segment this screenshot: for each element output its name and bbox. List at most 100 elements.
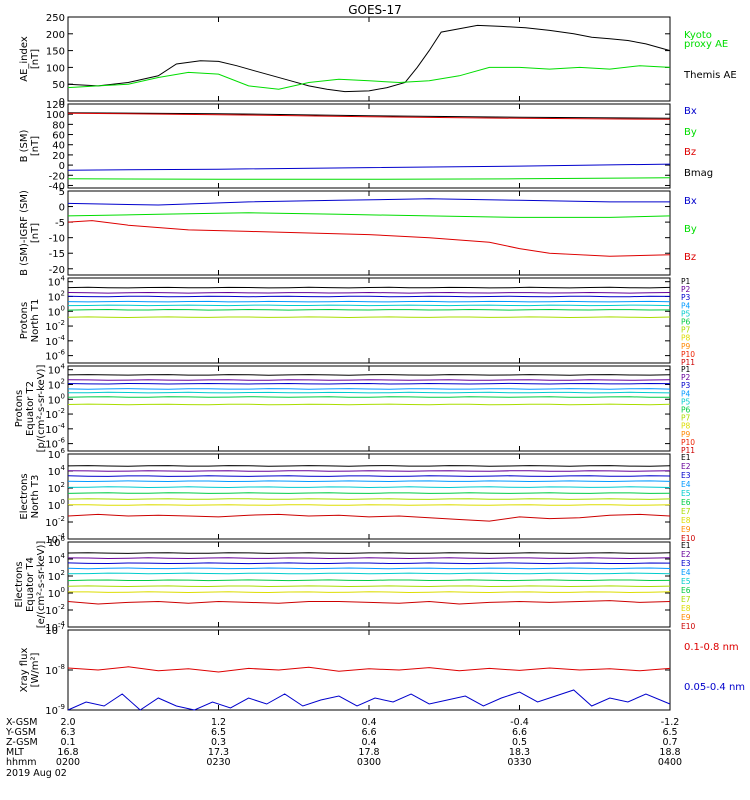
legend-entry: P7 [681,326,691,335]
footer-value: 18.8 [659,747,680,758]
footer-value: 0.4 [361,737,376,748]
panel-3: -20 -15 -10 -5 0 5 B (SM)-IGRF (SM)[nT] Bx By Bz [19,187,697,276]
footer-value: 0330 [507,757,531,768]
legend-entry: E8 [681,516,691,525]
footer-value: 0200 [56,757,80,768]
series-line-level-7 [67,403,671,406]
series-line-level-4 [67,300,671,303]
footer-row-label: MLT [6,747,24,758]
series-line-level-3 [67,475,671,477]
y-tick-label: 0 [59,203,65,214]
legend-entry: P4 [681,389,691,398]
legend-entry: E4 [681,480,691,489]
y-tick-label: 104 [48,464,66,478]
legend-entry: Kyoto [684,30,712,41]
series-line-level-8 [68,591,671,594]
series-line-level-1 [67,465,671,467]
y-tick-label: 50 [52,80,65,91]
legend-entry: P6 [681,318,691,327]
legend-entry: E5 [681,489,691,498]
legend-entry: P6 [681,406,691,415]
footer-value: 6.6 [512,727,527,738]
footer-value: 0230 [206,757,230,768]
footer-value: 2.0 [60,717,75,728]
y-tick-label: 10-2 [45,515,65,529]
series-line-level-6 [67,396,671,398]
footer-value: 0.5 [512,737,527,748]
y-tick-label: 10-4 [45,334,65,348]
series-line-level-5 [67,304,671,307]
y-tick-label: 200 [46,30,65,41]
y-tick-label: 0 [59,97,65,108]
legend-entry: P4 [681,301,691,310]
y-tick-label: -20 [49,265,65,276]
y-tick-label: 102 [48,377,65,391]
y-tick-label: 104 [48,275,66,289]
y-tick-label: 102 [48,481,65,495]
footer-value: 17.8 [358,747,379,758]
footer-value: 6.5 [662,727,677,738]
series-line-level-8 [68,504,671,506]
y-tick-label: 60 [52,131,65,142]
y-tick-label: 80 [52,120,65,131]
y-tick-label: 100 [46,110,65,121]
series-line-level-4 [67,480,671,483]
y-tick-label: 10-2 [45,319,65,333]
footer-row-label: Y-GSM [5,727,36,738]
y-tick-label: 10-4 [45,422,65,436]
legend-entry: E9 [681,613,691,622]
series-line-by [67,212,671,218]
panel-frame [67,541,671,628]
legend-entry: P2 [681,373,691,382]
series-line-level-4 [67,388,671,390]
series-line-level-3 [67,562,671,565]
footer-value: 0.4 [361,717,376,728]
series-line-kyoto-proxy-ae [67,65,671,90]
series-line-bx [67,163,671,171]
y-tick-label: 102 [48,289,65,303]
y-axis-label: ProtonsNorth T1 [19,299,41,343]
footer-row-label: Z-GSM [6,737,38,748]
series-line-level-6 [67,308,671,311]
legend-entry: P5 [681,397,691,406]
figure-title: GOES-17 [348,3,402,17]
series-line-level-5 [67,572,671,575]
footer-value: 16.8 [57,747,78,758]
series-line-level-6 [67,579,671,582]
legend-entry: Bx [684,106,697,117]
series-line-level-3 [67,382,671,385]
footer-value: 0.3 [211,737,226,748]
y-tick-label: 250 [46,13,65,24]
footer-value: 6.3 [60,727,75,738]
legend-entry: E9 [681,525,691,534]
legend-entry: E3 [681,471,691,480]
y-tick-label: 20 [52,151,65,162]
footer-value: 6.5 [211,727,226,738]
y-axis-label: ElectronsEquator T4[e/(cm²-s-sr-keV)] [14,541,47,629]
footer-value: 0.1 [60,737,75,748]
legend-entry: E6 [681,586,691,595]
y-tick-label: 40 [52,141,65,152]
legend-entry: P2 [681,285,691,294]
legend-entry: E3 [681,559,691,568]
footer-value: 0300 [357,757,381,768]
y-tick-label: 100 [48,392,65,406]
y-tick-label: -15 [49,249,65,260]
y-tick-label: 0 [59,161,65,172]
footer-date: 2019 Aug 02 [6,768,67,779]
legend-entry: P5 [681,309,691,318]
legend-entry: E1 [681,453,691,462]
y-tick-label: -20 [49,171,65,182]
legend-entry: proxy AE [684,39,728,50]
series-line-noisy-channel [67,600,671,605]
legend-entry: E2 [681,550,691,559]
legend-entry: E5 [681,577,691,586]
y-tick-label: 10-6 [45,349,65,363]
panel-frame [67,365,671,452]
